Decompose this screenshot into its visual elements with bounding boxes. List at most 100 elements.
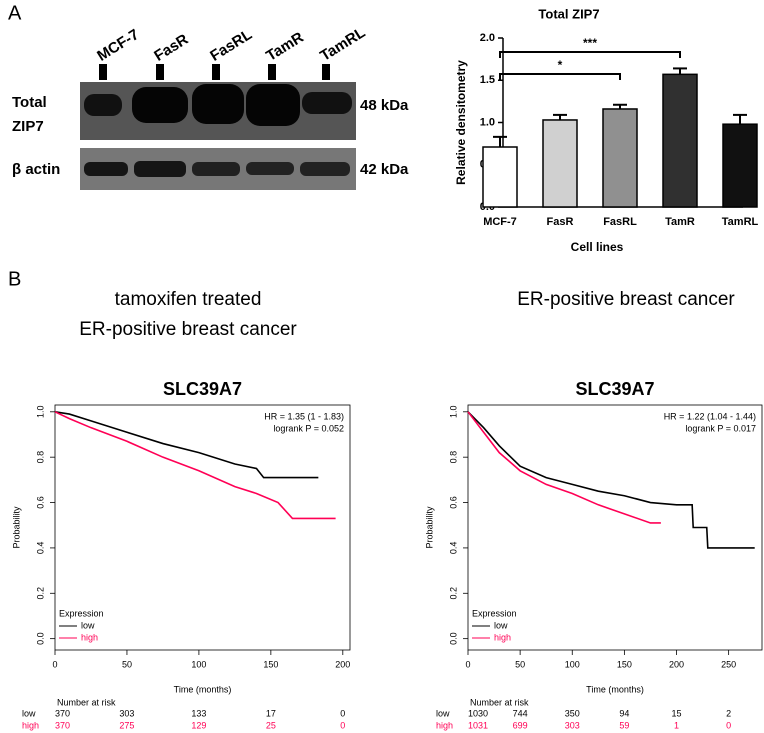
band xyxy=(302,92,352,114)
band xyxy=(192,162,240,176)
bar xyxy=(482,146,518,208)
band xyxy=(246,162,294,175)
x-tick-label: 100 xyxy=(191,659,206,669)
lane-label: MCF-7 xyxy=(94,26,142,65)
band xyxy=(246,84,300,126)
blot-size-label: 42 kDa xyxy=(360,161,409,178)
survival-curve xyxy=(467,411,661,524)
risk-title: Number at risk xyxy=(470,697,529,707)
lane-marker xyxy=(212,64,220,80)
risk-count: 1 xyxy=(674,720,679,730)
x-tick-label: 250 xyxy=(721,659,736,669)
blot-row-label: Total xyxy=(12,94,47,111)
blot-row-label: β actin xyxy=(12,161,60,178)
risk-count: 133 xyxy=(191,708,206,718)
x-tick-label: 200 xyxy=(335,659,350,669)
annotation: logrank P = 0.017 xyxy=(685,423,756,433)
band xyxy=(84,162,128,176)
survival-curve xyxy=(54,411,319,479)
x-tick-label: 50 xyxy=(515,659,525,669)
risk-count: 0 xyxy=(726,720,731,730)
plot-frame xyxy=(467,404,763,651)
x-tick-label: TamR xyxy=(665,216,695,228)
panel-label: A xyxy=(8,2,22,24)
y-tick-label: 0.2 xyxy=(35,587,45,600)
legend-title: Expression xyxy=(59,608,104,618)
lane-marker xyxy=(322,64,330,80)
y-tick-label: 2.0 xyxy=(480,32,495,44)
bar xyxy=(542,119,578,208)
band xyxy=(132,87,188,123)
lane-marker xyxy=(268,64,276,80)
y-tick-label: 0.6 xyxy=(35,496,45,509)
heading: tamoxifen treated xyxy=(115,289,262,310)
y-axis-label: Relative densitometry xyxy=(454,60,468,185)
risk-count: 0 xyxy=(340,720,345,730)
risk-count: 1030 xyxy=(468,708,488,718)
plot-frame xyxy=(54,404,351,651)
blot-size-label: 48 kDa xyxy=(360,97,409,114)
risk-count: 303 xyxy=(119,708,134,718)
risk-count: 744 xyxy=(513,708,528,718)
x-axis-label: Time (months) xyxy=(586,684,644,694)
y-tick-label: 0.6 xyxy=(448,496,458,509)
legend-title: Expression xyxy=(472,608,517,618)
risk-row-label: high xyxy=(22,720,39,730)
blot xyxy=(80,82,356,190)
x-tick-label: 0 xyxy=(52,659,57,669)
annotation: HR = 1.22 (1.04 - 1.44) xyxy=(664,411,756,421)
y-tick-label: 0.8 xyxy=(448,451,458,464)
risk-count: 15 xyxy=(672,708,682,718)
band xyxy=(300,162,350,176)
bar xyxy=(662,73,698,208)
lane-marker xyxy=(156,64,164,80)
lane-label: TamRL xyxy=(317,24,368,65)
risk-row-label: low xyxy=(436,708,450,718)
significance-bracket xyxy=(499,51,681,58)
significance-label: *** xyxy=(583,36,597,50)
risk-count: 370 xyxy=(55,708,70,718)
risk-count: 370 xyxy=(55,720,70,730)
y-tick-label: 0.4 xyxy=(35,542,45,555)
y-tick-label: 1.0 xyxy=(448,406,458,419)
y-tick-label: 0.8 xyxy=(35,451,45,464)
y-tick-label: 1.5 xyxy=(480,74,495,86)
x-tick-label: 100 xyxy=(565,659,580,669)
significance-bracket xyxy=(499,73,621,80)
risk-count: 0 xyxy=(340,708,345,718)
x-tick-label: 0 xyxy=(465,659,470,669)
y-tick-label: 0.0 xyxy=(35,632,45,645)
risk-count: 2 xyxy=(726,708,731,718)
y-tick-label: 0.2 xyxy=(448,587,458,600)
blot-row-label: ZIP7 xyxy=(12,118,44,135)
y-axis-label: Probability xyxy=(11,506,21,549)
risk-row-label: high xyxy=(436,720,453,730)
risk-count: 25 xyxy=(266,720,276,730)
panel-label: B xyxy=(8,268,21,290)
legend-label: high xyxy=(81,632,98,642)
risk-row-label: low xyxy=(22,708,36,718)
risk-title: Number at risk xyxy=(57,697,116,707)
x-tick-label: MCF-7 xyxy=(483,216,517,228)
chart-title: SLC39A7 xyxy=(575,379,654,399)
band xyxy=(192,84,244,124)
lane-label: TamR xyxy=(263,29,307,65)
x-axis-label: Cell lines xyxy=(571,240,624,254)
survival-curve xyxy=(467,411,755,549)
annotation: HR = 1.35 (1 - 1.83) xyxy=(264,411,344,421)
band xyxy=(134,161,186,177)
risk-count: 17 xyxy=(266,708,276,718)
x-tick-label: 50 xyxy=(122,659,132,669)
x-tick-label: TamRL xyxy=(722,216,759,228)
legend-label: low xyxy=(494,620,508,630)
legend-label: low xyxy=(81,620,95,630)
lane-label: FasR xyxy=(151,31,191,65)
chart-title: Total ZIP7 xyxy=(538,6,599,21)
x-tick-label: 150 xyxy=(263,659,278,669)
y-tick-label: 0.4 xyxy=(448,542,458,555)
x-tick-label: 200 xyxy=(669,659,684,669)
risk-count: 129 xyxy=(191,720,206,730)
survival-curve xyxy=(54,411,336,520)
chart-title: SLC39A7 xyxy=(163,379,242,399)
